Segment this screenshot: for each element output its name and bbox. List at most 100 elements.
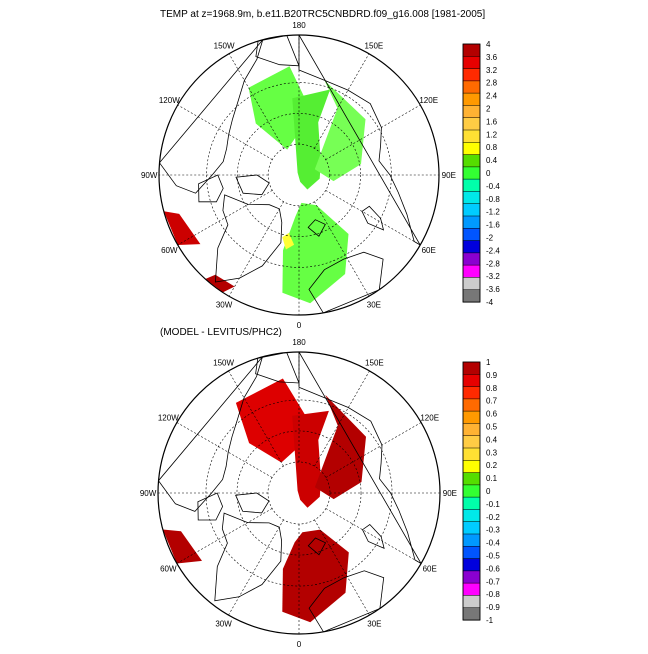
colorbar-swatch	[462, 178, 481, 192]
coastline-canada	[158, 356, 263, 512]
coastline-ellesmere	[235, 174, 270, 196]
colorbar-swatch	[462, 215, 481, 229]
coastline-svalbard	[307, 537, 327, 556]
colorbar-swatch	[462, 117, 481, 131]
colorbar-swatch	[462, 166, 481, 180]
colorbar-swatch	[462, 56, 481, 70]
coastline-scandinavia	[308, 570, 385, 633]
colorbar-label: -3.2	[486, 272, 500, 281]
coastline-baffin	[197, 492, 224, 521]
colorbar-label: -1.2	[486, 208, 500, 217]
colorbar-swatch	[462, 374, 481, 388]
colorbar-label: -0.4	[486, 182, 500, 191]
colorbar-label: -0.4	[486, 539, 500, 548]
map-area	[158, 352, 440, 634]
colorbar-swatch	[462, 129, 481, 143]
colorbar-swatch	[462, 203, 481, 217]
chart-title: (MODEL - LEVITUS/PHC2)	[160, 327, 282, 338]
colorbar-swatch	[462, 228, 481, 242]
coastline-alaska	[255, 35, 300, 67]
colorbar-swatch	[462, 546, 481, 560]
longitude-label: 30W	[215, 620, 232, 629]
colorbar-label: 0.8	[486, 384, 498, 393]
colorbar-label: 3.6	[486, 53, 498, 62]
colorbar-swatch	[462, 423, 481, 437]
colorbar-frame	[462, 361, 481, 621]
colorbar-label: -0.8	[486, 195, 500, 204]
colorbar-label: 0.8	[486, 143, 498, 152]
colorbar-swatch	[462, 472, 481, 486]
longitude-label: 150W	[213, 358, 234, 367]
longitude-label: 180	[292, 338, 306, 347]
longitude-label: 60E	[422, 246, 436, 255]
colorbar-swatch	[462, 582, 481, 596]
colorbar-label: -0.1	[486, 500, 500, 509]
longitude-label: 90W	[140, 489, 157, 498]
colorbar-swatch	[462, 509, 481, 523]
latitude-circle	[236, 430, 362, 556]
colorbar-label: -0.5	[486, 552, 500, 561]
coastline-alaska	[255, 352, 300, 384]
colorbar-swatch	[462, 496, 481, 510]
data-region-fram-strait-north	[282, 232, 295, 250]
colorbar-label: 2.8	[486, 79, 498, 88]
longitude-label: 150E	[365, 358, 384, 367]
colorbar-label: 0.7	[486, 397, 498, 406]
colorbar-label: -0.8	[486, 590, 500, 599]
longitude-label: 30W	[216, 301, 233, 310]
coastline-novaya	[361, 523, 385, 549]
colorbar-swatch	[462, 191, 481, 205]
colorbar-swatch	[462, 607, 481, 621]
longitude-label: 180	[292, 21, 306, 30]
colorbar-label: -2	[486, 234, 494, 243]
colorbar-label: -0.9	[486, 603, 500, 612]
colorbar-label: 4	[486, 40, 491, 49]
chart-title: TEMP at z=1968.9m, b.e11.B20TRC5CNBDRD.f…	[160, 9, 485, 20]
colorbar-swatch	[462, 410, 481, 424]
coastline-scandinavia	[308, 251, 384, 314]
coastline-greenland	[214, 512, 283, 602]
coastline-svalbard	[307, 219, 326, 237]
colorbar-swatch	[462, 533, 481, 547]
map-border	[157, 351, 441, 635]
longitude-label: 120W	[158, 414, 179, 423]
colorbar-label: 0.5	[486, 423, 498, 432]
colorbar-swatch	[462, 484, 481, 498]
colorbar-swatch	[462, 43, 481, 57]
coastline-ellesmere	[235, 492, 270, 514]
latitude-circle	[205, 399, 393, 587]
colorbar-label: -0.2	[486, 513, 500, 522]
colorbar-label: 0	[486, 487, 491, 496]
colorbar-label: -2.4	[486, 246, 500, 255]
colorbar-label: 0.9	[486, 371, 498, 380]
colorbar-swatch	[462, 92, 481, 106]
colorbar-label: -3.6	[486, 285, 500, 294]
colorbar-swatch	[462, 142, 481, 156]
colorbar-label: 0	[486, 169, 491, 178]
longitude-label: 150W	[214, 41, 235, 50]
longitude-label: 0	[297, 321, 302, 330]
longitude-label: 60E	[423, 564, 437, 573]
colorbar-label: 0.2	[486, 461, 498, 470]
longitude-label: 90W	[141, 171, 158, 180]
colorbar-label: 1	[486, 358, 491, 367]
longitude-label: 120W	[159, 96, 180, 105]
colorbar-label: -0.7	[486, 577, 500, 586]
latitude-circle	[237, 113, 361, 237]
colorbar-swatch	[462, 277, 481, 291]
colorbar-label: 0.6	[486, 410, 498, 419]
panel-1: TEMP at z=1968.9m, b.e11.B20TRC5CNBDRD.f…	[141, 9, 500, 330]
colorbar-swatch	[462, 80, 481, 94]
panel-2: (MODEL - LEVITUS/PHC2) 180 150E 120E 90E 60E 3…	[140, 327, 500, 649]
longitude-label: 90E	[442, 171, 456, 180]
longitude-label: 60W	[160, 564, 177, 573]
colorbar-swatch	[462, 264, 481, 278]
data-region-labrador-sea	[163, 211, 201, 245]
colorbar-swatch	[462, 447, 481, 461]
colorbar-label: 3.2	[486, 66, 498, 75]
colorbar-label: -4	[486, 298, 494, 307]
colorbar-swatch	[462, 289, 481, 303]
colorbar-label: 1.2	[486, 130, 498, 139]
